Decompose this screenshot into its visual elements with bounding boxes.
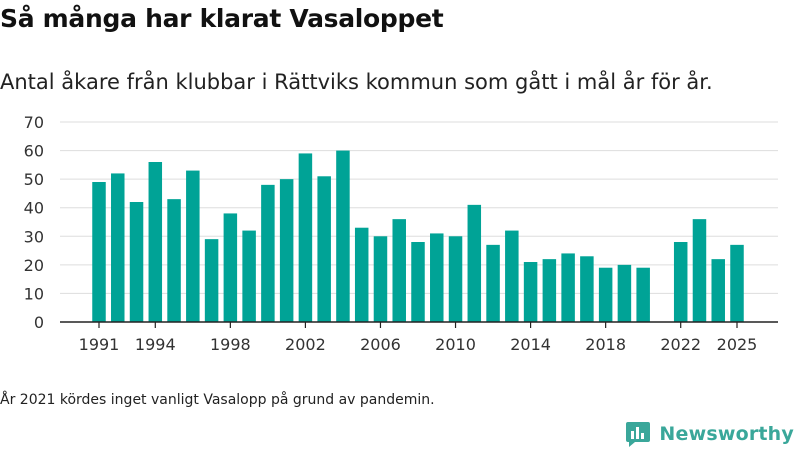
bar-2022: [673, 242, 688, 322]
bar-2017: [580, 256, 594, 322]
y-tick-label: 60: [24, 142, 44, 161]
x-tick-label: 1998: [210, 335, 251, 354]
footnote: År 2021 kördes inget vanligt Vasalopp på…: [0, 392, 435, 408]
x-tick-label: 2006: [360, 335, 401, 354]
bar-2009: [430, 233, 444, 322]
x-tick-label: 1991: [79, 335, 120, 354]
bar-1991: [92, 182, 106, 322]
bar-2000: [261, 184, 275, 322]
bar-1994: [148, 162, 163, 322]
bar-2004: [336, 150, 350, 322]
y-tick-label: 30: [24, 227, 44, 246]
brand-logo: Newsworthy: [625, 420, 794, 448]
bar-2002: [298, 153, 313, 322]
bar-2005: [354, 227, 369, 322]
x-tick-label: 2018: [585, 335, 626, 354]
x-tick-label: 2002: [285, 335, 326, 354]
brand-name: Newsworthy: [659, 423, 794, 445]
bar-2012: [486, 244, 500, 322]
chart-title: Så många har klarat Vasaloppet: [0, 4, 444, 33]
x-tick-label: 2014: [510, 335, 551, 354]
bar-2016: [561, 253, 575, 322]
bar-1998: [223, 213, 238, 322]
newsworthy-logo-icon: [626, 422, 651, 447]
bar-2011: [467, 204, 482, 322]
bar-2003: [317, 176, 331, 322]
bar-2001: [279, 179, 294, 322]
bar-2010: [448, 236, 463, 322]
x-axis: 1991 1994 1998 2002 2006 2010 2014 2018 2022 2025: [60, 321, 778, 354]
y-tick-label: 50: [24, 170, 44, 189]
bar-2024: [711, 259, 725, 322]
bar-2019: [617, 264, 632, 322]
bar-2007: [392, 219, 406, 322]
bars: [92, 150, 744, 322]
bar-1995: [167, 199, 181, 322]
y-tick-label: 70: [24, 113, 44, 132]
bar-1996: [186, 170, 200, 322]
x-tick-label: 1994: [135, 335, 176, 354]
y-tick-label: 20: [24, 256, 44, 275]
bar-2025: [730, 244, 744, 322]
bar-1993: [129, 202, 144, 322]
bar-2014: [523, 262, 538, 322]
y-tick-label: 0: [34, 313, 44, 332]
bar-2020: [636, 267, 650, 322]
bar-chart: 0 10 20 30 40 50 60 70 1991 1994 1998 2002 2006 2010…: [24, 113, 778, 354]
y-tick-label: 40: [24, 199, 44, 218]
bar-2023: [692, 219, 707, 322]
x-tick-label: 2025: [717, 335, 758, 354]
bar-1992: [111, 173, 125, 322]
bar-1999: [242, 230, 256, 322]
chart-subtitle: Antal åkare från klubbar i Rättviks komm…: [0, 70, 713, 94]
bar-1997: [204, 239, 219, 322]
bar-2013: [505, 230, 519, 322]
y-axis: 0 10 20 30 40 50 60 70: [24, 113, 44, 332]
y-tick-label: 10: [24, 284, 44, 303]
bar-2018: [598, 267, 613, 322]
bar-2008: [411, 242, 425, 322]
bar-2015: [542, 259, 557, 322]
bar-2006: [373, 236, 388, 322]
x-tick-label: 2010: [435, 335, 476, 354]
x-tick-label: 2022: [660, 335, 701, 354]
